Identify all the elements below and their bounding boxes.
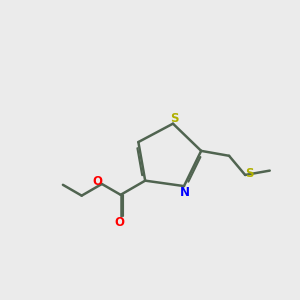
Text: S: S [245,167,254,180]
Text: O: O [92,175,102,188]
Text: O: O [114,216,124,229]
Text: N: N [180,186,190,199]
Text: S: S [170,112,179,125]
